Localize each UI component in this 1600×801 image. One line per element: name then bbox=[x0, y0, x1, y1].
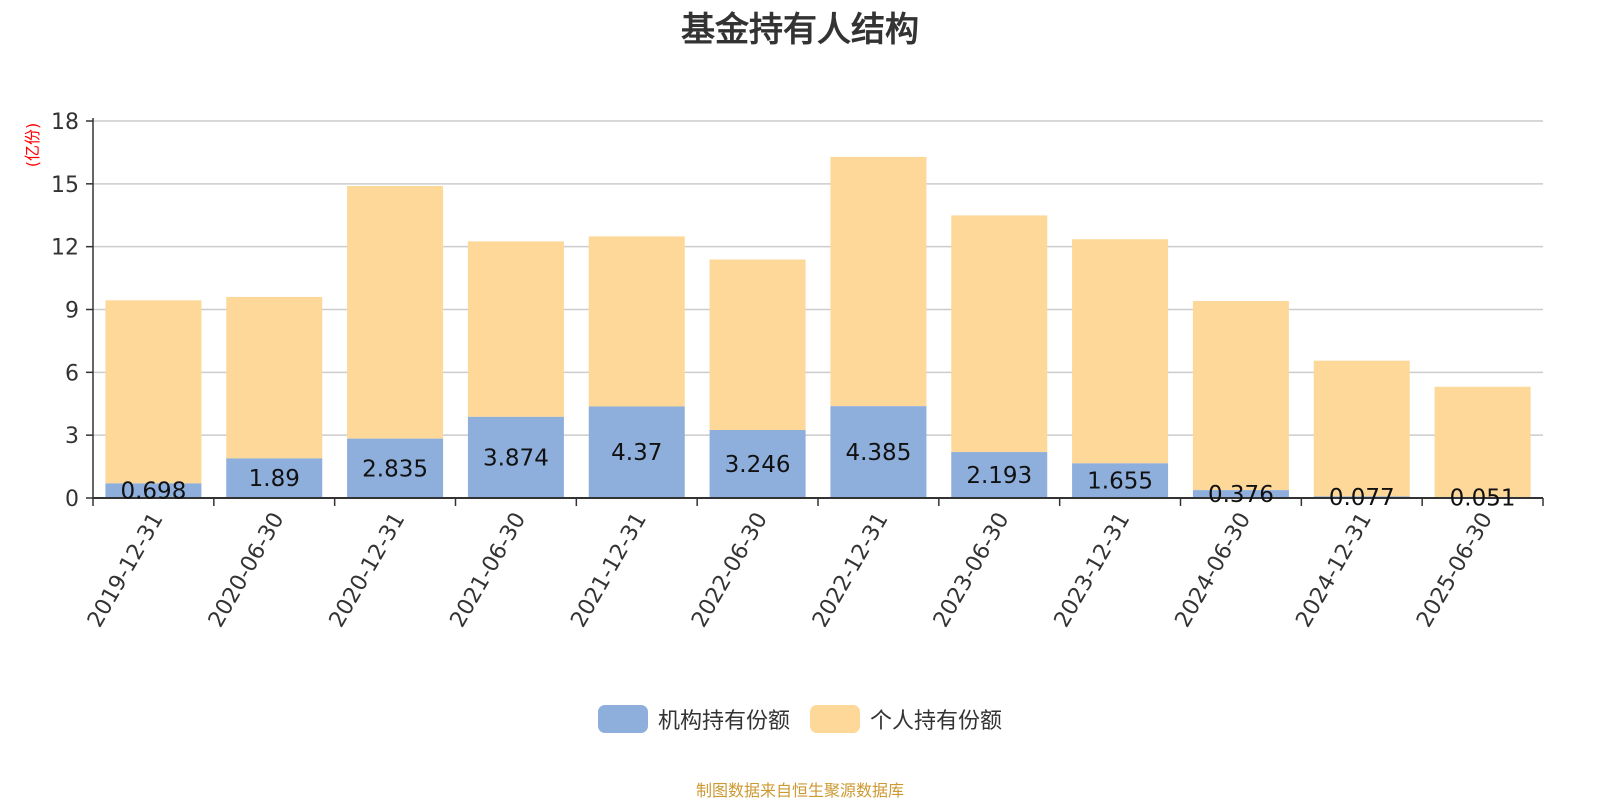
legend-swatch-institutional bbox=[597, 705, 648, 733]
x-tick-label: 2024-12-31 bbox=[1291, 509, 1377, 632]
x-tick-label: 2021-06-30 bbox=[446, 509, 532, 632]
bar-individual bbox=[1192, 300, 1289, 491]
data-source-note: 制图数据来自恒生聚源数据库 bbox=[695, 781, 904, 800]
bar-individual bbox=[830, 156, 927, 407]
x-tick-label: 2024-06-30 bbox=[1171, 509, 1257, 632]
x-tick-label: 2021-12-31 bbox=[566, 509, 652, 632]
y-tick-label: 9 bbox=[65, 299, 79, 324]
bar-institutional bbox=[347, 438, 444, 498]
bar-institutional bbox=[830, 406, 927, 498]
legend-label-institutional: 机构持有份额 bbox=[657, 709, 790, 734]
bar-individual bbox=[951, 215, 1048, 453]
y-tick-label: 18 bbox=[51, 110, 79, 135]
data-label-institutional: 3.874 bbox=[483, 445, 549, 471]
y-tick-label: 6 bbox=[65, 361, 79, 386]
stacked-bar-chart: 0 3 6 9 12 15 18 (亿份) 0.698 1.89 2.835 3.874 4.37 3.2… bbox=[23, 110, 1544, 632]
x-tick-label: 2020-06-30 bbox=[204, 509, 290, 632]
bar-institutional bbox=[226, 458, 323, 498]
bar-individual bbox=[1313, 360, 1410, 497]
data-label-institutional: 0.077 bbox=[1329, 485, 1395, 511]
y-tick-label: 3 bbox=[65, 424, 79, 449]
x-tick-label: 2022-06-30 bbox=[687, 509, 773, 632]
bar-individual bbox=[1434, 386, 1531, 497]
data-label-institutional: 1.655 bbox=[1087, 469, 1153, 495]
data-label-institutional: 0.698 bbox=[120, 479, 186, 505]
x-tick-label: 2025-06-30 bbox=[1412, 509, 1498, 632]
bar-individual bbox=[709, 259, 806, 431]
bar-individual bbox=[347, 186, 444, 439]
bar-institutional bbox=[1072, 463, 1169, 498]
bar-institutional bbox=[467, 416, 564, 498]
chart-title: 基金持有人结构 bbox=[681, 10, 919, 50]
x-tick-label: 2022-12-31 bbox=[808, 509, 894, 632]
x-tick-label: 2023-06-30 bbox=[929, 509, 1015, 632]
bar-individual bbox=[226, 296, 323, 459]
x-tick-label: 2020-12-31 bbox=[325, 509, 411, 632]
data-label-institutional: 4.385 bbox=[845, 440, 911, 466]
data-label-institutional: 4.37 bbox=[611, 440, 662, 466]
y-tick-label: 0 bbox=[65, 487, 79, 512]
bar-institutional bbox=[105, 483, 202, 498]
chart-legend: 机构持有份额 个人持有份额 bbox=[0, 703, 1600, 735]
y-tick-label: 12 bbox=[51, 236, 79, 261]
x-tick-label: 2019-12-31 bbox=[83, 509, 169, 632]
data-label-institutional: 2.193 bbox=[966, 463, 1032, 489]
data-label-institutional: 0.051 bbox=[1450, 485, 1516, 511]
legend-label-individual: 个人持有份额 bbox=[870, 709, 1003, 734]
bar-individual bbox=[105, 300, 202, 484]
bar-institutional bbox=[1192, 490, 1289, 498]
bar-institutional bbox=[588, 406, 685, 498]
bar-individual bbox=[588, 236, 685, 407]
bar-individual bbox=[467, 241, 564, 417]
data-label-institutional: 3.246 bbox=[725, 452, 791, 478]
data-label-institutional: 0.376 bbox=[1208, 482, 1274, 508]
bar-institutional bbox=[951, 452, 1048, 498]
y-tick-label: 15 bbox=[51, 173, 79, 198]
legend-item-individual[interactable]: 个人持有份额 bbox=[810, 703, 1002, 735]
legend-swatch-individual bbox=[810, 705, 860, 733]
data-label-institutional: 1.89 bbox=[249, 466, 300, 492]
x-tick-label: 2023-12-31 bbox=[1050, 509, 1136, 632]
bar-institutional bbox=[709, 430, 806, 498]
data-label-institutional: 2.835 bbox=[362, 456, 428, 482]
y-axis-label: (亿份) bbox=[23, 123, 42, 168]
legend-item-institutional[interactable]: 机构持有份额 bbox=[597, 703, 790, 735]
bar-individual bbox=[1072, 239, 1169, 464]
